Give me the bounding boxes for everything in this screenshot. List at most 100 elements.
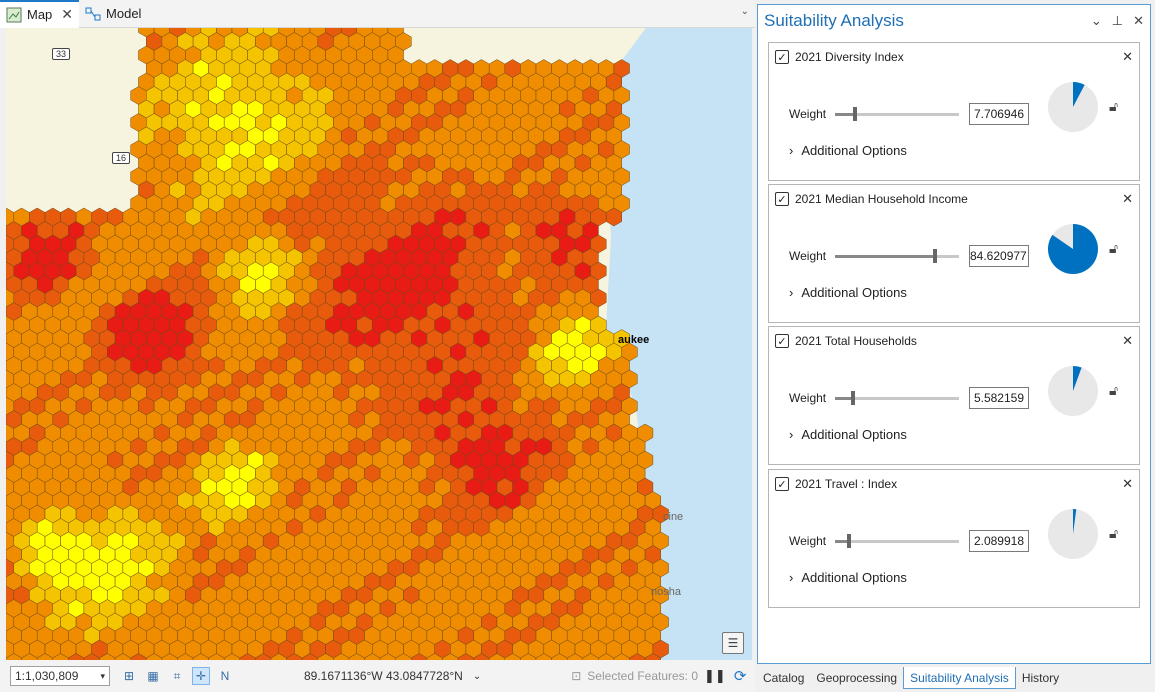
tab-map[interactable]: Map ✕ bbox=[0, 0, 80, 28]
hexbin-cell bbox=[21, 653, 38, 660]
map-canvas[interactable]: 33 16 aukee cine nosha ☰ bbox=[6, 28, 752, 660]
coordinates-text: 89.1671136°W 43.0847728°N bbox=[304, 669, 463, 683]
tab-geoprocessing[interactable]: Geoprocessing bbox=[816, 671, 898, 685]
weight-pie-chart bbox=[1047, 224, 1098, 274]
criterion-checkbox[interactable]: ✓ bbox=[775, 334, 789, 348]
unlock-icon[interactable]: 🔓︎ bbox=[1109, 525, 1119, 541]
bottom-tabs: Catalog Geoprocessing Suitability Analys… bbox=[757, 664, 1151, 692]
selected-features[interactable]: ⊡ Selected Features: 0 bbox=[571, 669, 698, 683]
hexbin-cell bbox=[379, 653, 396, 660]
weight-pie-chart bbox=[1048, 366, 1098, 416]
refresh-icon[interactable]: ⟳ bbox=[733, 668, 747, 685]
slider-fill bbox=[835, 540, 847, 543]
chevron-down-icon[interactable]: ⌄ bbox=[472, 670, 482, 682]
slider-thumb[interactable] bbox=[847, 534, 851, 548]
weight-input[interactable]: 7.706946 bbox=[969, 103, 1029, 125]
additional-options-toggle[interactable]: › Additional Options bbox=[789, 143, 907, 158]
chevron-down-icon[interactable]: ⌄ bbox=[740, 6, 749, 17]
hexbin-cell bbox=[364, 653, 381, 660]
hexbin-cell bbox=[255, 653, 272, 660]
hexbin-cell bbox=[286, 653, 303, 660]
close-icon[interactable]: ✕ bbox=[1133, 13, 1144, 28]
slider-thumb[interactable] bbox=[853, 107, 857, 121]
slider-track bbox=[835, 113, 959, 116]
hexbin-cell bbox=[130, 653, 147, 660]
hexbin-cell bbox=[535, 653, 552, 660]
slider-thumb[interactable] bbox=[851, 391, 855, 405]
suitability-pane: Suitability Analysis ⌄ ⊥ ✕ ✓ 2021 Divers… bbox=[757, 4, 1151, 664]
hexbin-cell bbox=[333, 653, 350, 660]
additional-options-toggle[interactable]: › Additional Options bbox=[789, 570, 907, 585]
criterion-checkbox[interactable]: ✓ bbox=[775, 192, 789, 206]
weight-label: Weight bbox=[789, 534, 827, 548]
statusbar-tools: ⊞ ▦ ⌗ ✛ N bbox=[120, 667, 234, 685]
map-pane: Map ✕ Model ⌄ 33 16 aukee cine nosha ☰ 1… bbox=[0, 0, 755, 692]
hexbin-cell bbox=[6, 653, 22, 660]
close-icon[interactable]: ✕ bbox=[1122, 476, 1133, 491]
pause-icon[interactable]: ❚❚ bbox=[704, 668, 726, 683]
unlock-icon[interactable]: 🔓︎ bbox=[1109, 382, 1119, 398]
chevron-down-icon[interactable]: ⌄ bbox=[1090, 13, 1102, 28]
additional-options-toggle[interactable]: › Additional Options bbox=[789, 285, 907, 300]
weight-slider[interactable] bbox=[835, 246, 959, 266]
hexbin-cell bbox=[114, 653, 131, 660]
hexbin-cell bbox=[457, 653, 474, 660]
weight-input[interactable]: 84.620977 bbox=[969, 245, 1029, 267]
criterion-card: ✓ 2021 Travel : Index ✕ Weight 2.089918 … bbox=[768, 469, 1140, 608]
additional-options-toggle[interactable]: › Additional Options bbox=[789, 427, 907, 442]
close-icon[interactable]: ✕ bbox=[1122, 333, 1133, 348]
hexbin-cell bbox=[52, 653, 69, 660]
model-icon bbox=[85, 6, 101, 22]
table-icon[interactable]: ▦ bbox=[147, 669, 159, 683]
hexbin-cell bbox=[317, 653, 334, 660]
hexbin-cell bbox=[68, 653, 85, 660]
criterion-card: ✓ 2021 Median Household Income ✕ Weight … bbox=[768, 184, 1140, 323]
hexbin-cell bbox=[161, 653, 178, 660]
close-icon[interactable]: ✕ bbox=[1122, 191, 1133, 206]
tab-history[interactable]: History bbox=[1021, 671, 1060, 685]
close-icon[interactable]: ✕ bbox=[61, 6, 74, 22]
status-bar: 1:1,030,809 ▾ ⊞ ▦ ⌗ ✛ N 89.1671136°W 43.… bbox=[0, 660, 755, 692]
weight-slider[interactable] bbox=[835, 388, 959, 408]
hexbin-cell bbox=[598, 653, 615, 660]
hexbin-cell bbox=[239, 653, 256, 660]
hexbin-cell bbox=[208, 653, 225, 660]
weight-slider[interactable] bbox=[835, 104, 959, 124]
hexbin-cell bbox=[192, 653, 209, 660]
hexbin-cell bbox=[426, 653, 443, 660]
pin-icon[interactable]: ⊥ bbox=[1111, 13, 1124, 28]
additional-options-label: Additional Options bbox=[801, 427, 907, 442]
weight-input[interactable]: 2.089918 bbox=[969, 530, 1029, 552]
pie-slice bbox=[1073, 366, 1082, 391]
unlock-icon[interactable]: 🔓︎ bbox=[1109, 240, 1119, 256]
weight-input[interactable]: 5.582159 bbox=[969, 387, 1029, 409]
add-grid-icon[interactable]: ⊞ bbox=[123, 669, 135, 683]
tab-catalog[interactable]: Catalog bbox=[763, 671, 805, 685]
coordinate-readout[interactable]: 89.1671136°W 43.0847728°N ⌄ bbox=[304, 669, 481, 683]
snapping-icon[interactable]: ⌗ bbox=[173, 668, 181, 683]
weight-row: Weight 5.582159 bbox=[789, 387, 1029, 409]
hexbin-cell bbox=[301, 653, 319, 660]
slider-track bbox=[835, 540, 959, 543]
weight-label: Weight bbox=[789, 249, 827, 263]
legend-toggle-icon[interactable]: ☰ bbox=[722, 632, 744, 654]
hexbin-cell bbox=[613, 653, 630, 660]
hexbin-cell bbox=[270, 653, 287, 660]
scale-select[interactable]: 1:1,030,809 ▾ bbox=[10, 666, 110, 686]
unlock-icon[interactable]: 🔓︎ bbox=[1109, 98, 1119, 114]
hexbin-cell bbox=[566, 653, 584, 660]
route-shield-16: 16 bbox=[112, 152, 131, 164]
criterion-checkbox[interactable]: ✓ bbox=[775, 50, 789, 64]
criterion-card: ✓ 2021 Total Households ✕ Weight 5.58215… bbox=[768, 326, 1140, 465]
close-icon[interactable]: ✕ bbox=[1122, 49, 1133, 64]
weight-slider[interactable] bbox=[835, 531, 959, 551]
criterion-name: 2021 Travel : Index bbox=[795, 477, 898, 491]
north-arrow-icon[interactable]: N bbox=[220, 669, 230, 683]
crosshair-icon[interactable]: ✛ bbox=[192, 667, 210, 685]
criterion-checkbox[interactable]: ✓ bbox=[775, 477, 789, 491]
tab-suitability-analysis[interactable]: Suitability Analysis bbox=[903, 667, 1016, 689]
slider-fill bbox=[835, 397, 851, 400]
slider-thumb[interactable] bbox=[933, 249, 937, 263]
tab-model[interactable]: Model bbox=[79, 0, 147, 28]
tab-model-label: Model bbox=[106, 6, 142, 21]
